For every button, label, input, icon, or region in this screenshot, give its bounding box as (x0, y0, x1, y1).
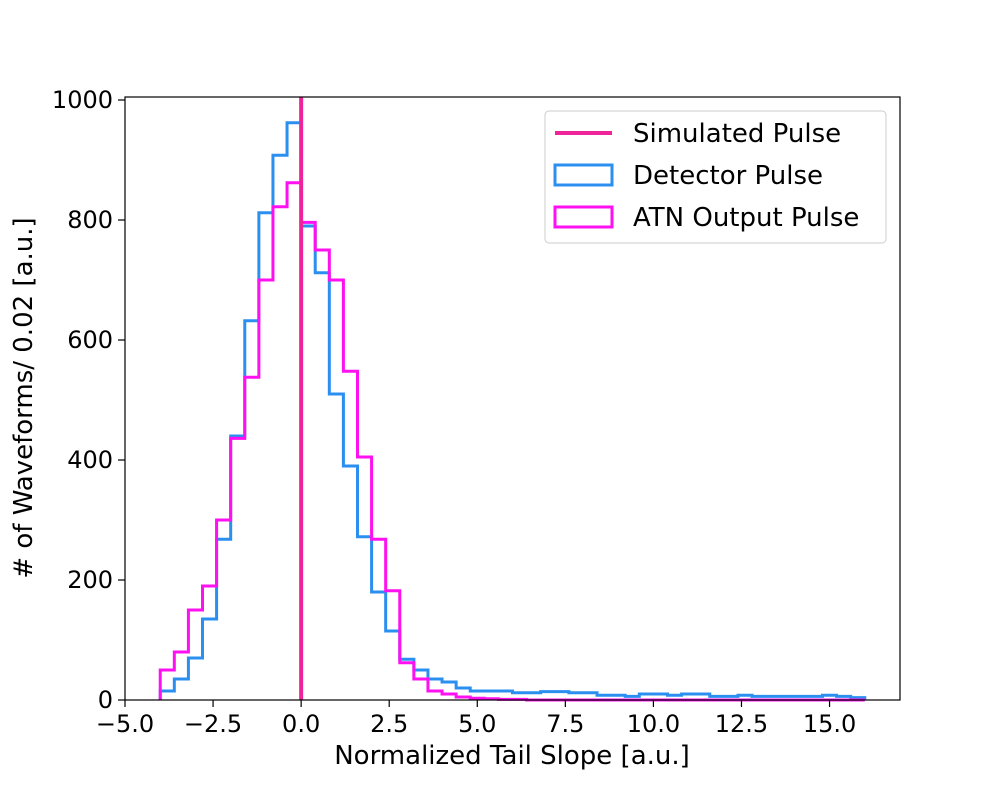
x-tick-label: −5.0 (96, 710, 154, 738)
x-tick-label: 15.0 (803, 710, 856, 738)
x-tick-label: 0.0 (282, 710, 320, 738)
x-tick-label: 10.0 (627, 710, 680, 738)
axes-frame (124, 96, 901, 701)
legend-label-atn-output-pulse: ATN Output Pulse (633, 203, 859, 233)
x-tick-label: −2.5 (184, 710, 242, 738)
legend: Simulated Pulse Detector Pulse ATN Outpu… (544, 110, 887, 244)
y-tick-label: 1000 (52, 86, 113, 114)
y-tick-label: 200 (67, 566, 113, 594)
y-tick-label: 0 (98, 686, 113, 714)
legend-swatch-atn-output-pulse (553, 205, 614, 229)
x-tick-label: 12.5 (715, 710, 768, 738)
histogram-detector-pulse (158, 121, 867, 700)
legend-box (544, 110, 887, 244)
y-tick-label: 800 (67, 206, 113, 234)
legend-label-simulated-pulse: Simulated Pulse (633, 119, 841, 149)
histogram-atn-output-pulse (158, 181, 865, 702)
x-tick-label: 7.5 (546, 710, 584, 738)
y-tick-label: 600 (67, 326, 113, 354)
legend-swatch-detector-pulse (553, 163, 614, 187)
y-tick-label: 400 (67, 446, 113, 474)
y-axis-label: # of Waveforms/ 0.02 [a.u.] (9, 217, 39, 578)
legend-label-detector-pulse: Detector Pulse (633, 161, 823, 191)
y-axis: 0 200 400 600 800 1000 (52, 86, 125, 714)
x-axis-label: Normalized Tail Slope [a.u.] (334, 741, 690, 771)
x-axis: −5.0 −2.5 0.0 2.5 5.0 7.5 10.0 12.5 15.0 (96, 700, 856, 738)
x-tick-label: 5.0 (458, 710, 496, 738)
x-tick-label: 2.5 (370, 710, 408, 738)
